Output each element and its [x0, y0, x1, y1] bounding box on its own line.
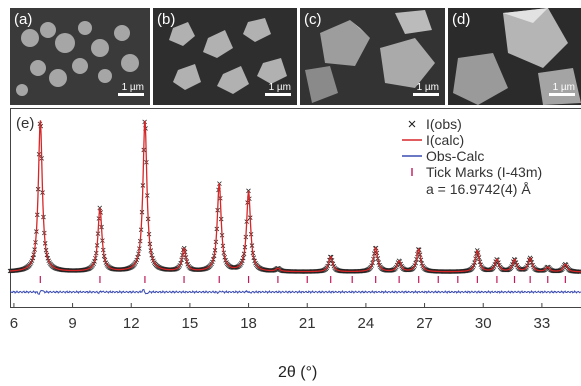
sem-panel-b: (b) 1 µm — [153, 8, 297, 105]
scale-bar-d — [549, 93, 575, 96]
x-tick-label: 30 — [475, 315, 492, 332]
sem-image-b — [153, 8, 297, 105]
calc-curve — [9, 120, 581, 273]
legend-label: Obs-Calc — [426, 148, 484, 164]
xrd-plot-frame — [10, 108, 581, 308]
x-tick-label: 24 — [358, 315, 375, 332]
x-axis-label: 2θ (°) — [278, 364, 318, 381]
legend-label: Tick Marks (I-43m) — [426, 164, 542, 180]
scale-text-d: 1 µm — [552, 82, 575, 93]
x-tick-label: 15 — [182, 315, 199, 332]
scale-bar-a — [118, 93, 144, 96]
difference-curve — [9, 288, 581, 296]
sem-label-d: (d) — [452, 11, 471, 28]
legend-obs-marker — [408, 120, 416, 128]
sem-label-b: (b) — [157, 11, 176, 28]
sem-image-a — [10, 8, 150, 105]
sem-panel-d: (d) 1 µm — [448, 8, 581, 105]
x-tick-label: 18 — [240, 315, 257, 332]
sem-image-strip: (a) 1 µm (b) 1 µm (c) 1 — [10, 8, 581, 105]
x-tick-label: 9 — [68, 315, 76, 332]
scale-bar-b — [265, 93, 291, 96]
panel-label-e: (e) — [16, 115, 34, 132]
lattice-annotation: a = 16.9742(4) Å — [426, 181, 531, 197]
sem-label-a: (a) — [14, 11, 33, 28]
x-tick-label: 27 — [416, 315, 433, 332]
legend-label: I(calc) — [426, 132, 464, 148]
legend-label: I(obs) — [426, 116, 462, 132]
scale-text-c: 1 µm — [416, 82, 439, 93]
sem-label-c: (c) — [304, 11, 322, 28]
scale-text-b: 1 µm — [268, 82, 291, 93]
x-tick-label: 6 — [10, 315, 18, 332]
x-tick-label: 33 — [534, 315, 551, 332]
sem-image-c — [300, 8, 445, 105]
x-tick-label: 21 — [299, 315, 316, 332]
sem-panel-a: (a) 1 µm — [10, 8, 150, 105]
scale-text-a: 1 µm — [121, 82, 144, 93]
scale-bar-c — [413, 93, 439, 96]
x-tick-label: 12 — [123, 315, 140, 332]
sem-panel-c: (c) 1 µm — [300, 8, 445, 105]
